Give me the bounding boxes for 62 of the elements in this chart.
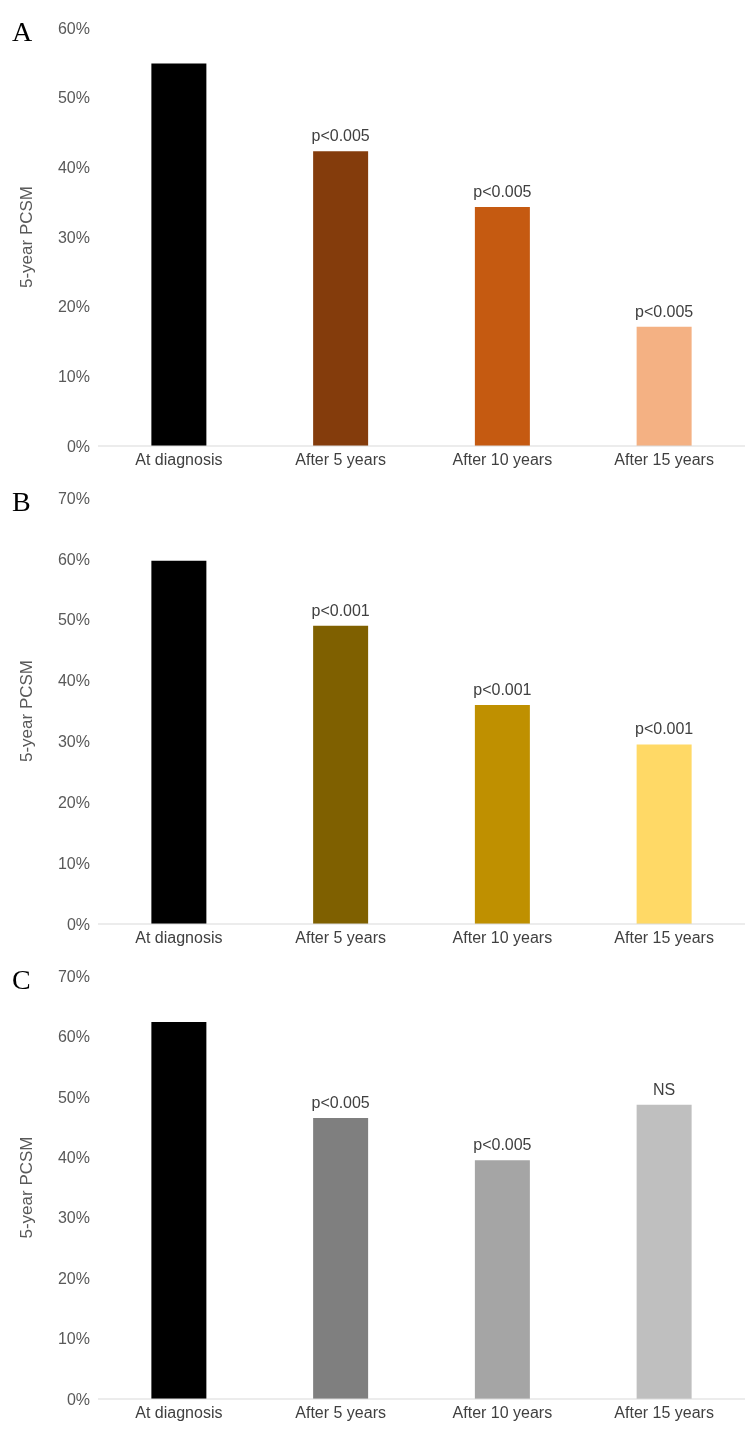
y-tick-label: 40% <box>57 159 90 177</box>
y-tick-label: 50% <box>57 1088 90 1106</box>
y-tick-label: 30% <box>57 228 90 246</box>
y-axis-title: 5-year PCSM <box>17 1136 37 1239</box>
data-label: p<0.001 <box>311 601 370 619</box>
data-label: p<0.005 <box>634 302 694 320</box>
y-axis-title: 5-year PCSM <box>17 659 37 763</box>
data-label: p<0.005 <box>311 127 370 145</box>
bar <box>636 744 692 924</box>
y-tick-label: 60% <box>57 1028 90 1046</box>
bar <box>313 1118 369 1399</box>
y-tick-label: 60% <box>57 550 90 568</box>
y-tick-label: 70% <box>57 489 90 507</box>
bar <box>474 1160 530 1399</box>
data-label: p<0.005 <box>473 183 532 201</box>
x-tick-label: After 15 years <box>614 929 714 947</box>
bar <box>151 1021 207 1399</box>
chart-title: B <box>12 486 31 518</box>
y-axis-title: 5-year PCSM <box>17 185 37 289</box>
x-tick-label: After 5 years <box>295 929 386 947</box>
bar <box>151 560 207 924</box>
y-tick-label: 0% <box>66 1390 90 1408</box>
x-tick-label: After 15 years <box>614 1404 714 1422</box>
y-tick-label: 70% <box>57 967 90 985</box>
y-tick-label: 50% <box>57 89 90 107</box>
x-tick-label: After 5 years <box>295 451 386 469</box>
y-tick-label: 40% <box>57 1148 90 1166</box>
x-tick-label: After 5 years <box>295 1404 386 1422</box>
y-tick-label: 60% <box>57 19 90 37</box>
bar <box>474 704 530 924</box>
y-tick-label: 0% <box>66 915 90 933</box>
y-tick-label: 50% <box>57 611 90 629</box>
chart-title: C <box>12 964 31 996</box>
x-tick-label: At diagnosis <box>135 451 223 469</box>
data-label: p<0.005 <box>473 1136 532 1154</box>
bar <box>313 625 369 924</box>
bar <box>474 207 530 446</box>
bar <box>313 151 369 446</box>
x-tick-label: After 15 years <box>614 451 714 469</box>
y-tick-label: 0% <box>66 437 90 455</box>
y-tick-label: 10% <box>57 368 90 386</box>
data-label: p<0.001 <box>634 720 694 738</box>
y-tick-label: 10% <box>57 854 90 872</box>
data-label: NS <box>653 1080 676 1098</box>
y-tick-label: 20% <box>57 1269 90 1287</box>
x-tick-label: After 10 years <box>452 451 553 469</box>
data-label: p<0.001 <box>473 680 532 698</box>
bar <box>636 1104 692 1399</box>
chart-title: A <box>12 16 33 48</box>
y-tick-label: 30% <box>57 1209 90 1227</box>
y-tick-label: 30% <box>57 733 90 751</box>
data-label: p<0.005 <box>311 1094 370 1112</box>
x-tick-label: At diagnosis <box>135 1404 223 1422</box>
bar <box>151 63 207 446</box>
x-tick-label: After 10 years <box>452 1404 553 1422</box>
y-tick-label: 10% <box>57 1330 90 1348</box>
y-tick-label: 40% <box>57 672 90 690</box>
y-tick-label: 20% <box>57 298 90 316</box>
x-tick-label: At diagnosis <box>135 929 223 947</box>
y-tick-label: 20% <box>57 793 90 811</box>
x-tick-label: After 10 years <box>452 929 553 947</box>
bar <box>636 326 692 446</box>
